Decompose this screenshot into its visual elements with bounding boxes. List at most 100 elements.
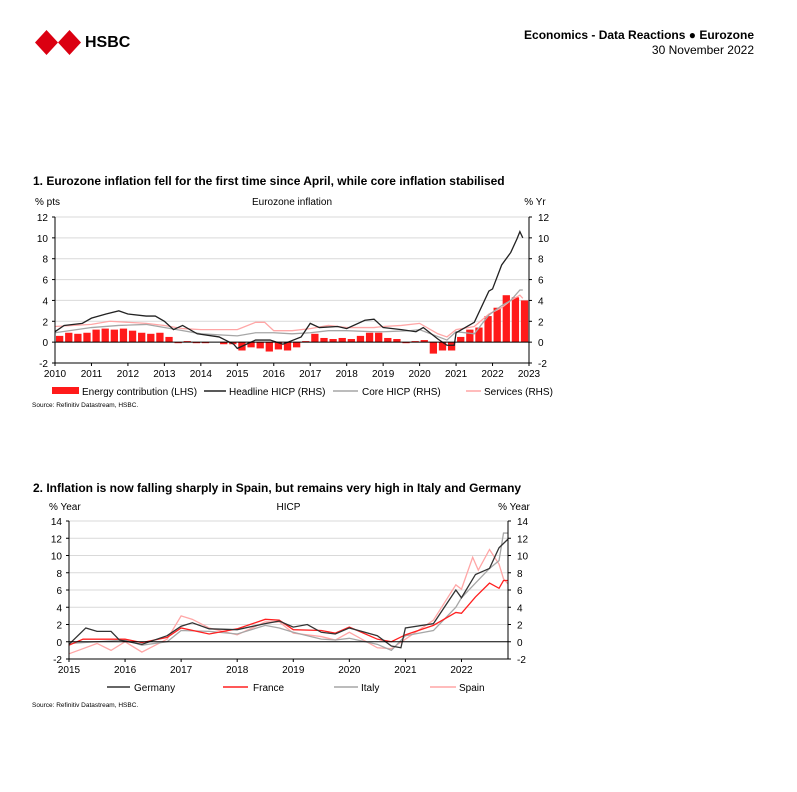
x-tick-label: 2020	[338, 665, 361, 676]
y-tick-label-right: 4	[517, 603, 523, 614]
energy-bar	[411, 341, 419, 343]
y-tick-label-right: 2	[517, 621, 523, 632]
y-tick-label-left: 8	[56, 569, 62, 580]
energy-bar	[265, 342, 273, 352]
energy-bar	[447, 342, 456, 351]
y-tick-label-left: 12	[51, 534, 63, 545]
y-tick-label-right: 4	[538, 296, 544, 307]
x-tick-label: 2016	[263, 369, 286, 380]
energy-bar	[375, 332, 383, 343]
x-tick-label: 2012	[117, 369, 140, 380]
energy-bar	[302, 341, 310, 343]
energy-bar	[393, 339, 401, 343]
series-line-headline-hicp-rhs-	[54, 229, 524, 350]
x-tick-label: 2013	[153, 369, 176, 380]
x-tick-label: 2015	[58, 665, 81, 676]
y-tick-label-right: 8	[538, 255, 544, 266]
chart1-source: Source: Refinitiv Datastream, HSBC.	[32, 402, 139, 409]
legend-italy-label: Italy	[361, 683, 379, 694]
energy-bar	[365, 332, 374, 343]
y-tick-label-left: 10	[37, 234, 49, 245]
energy-bar	[92, 329, 100, 343]
y-tick-label-left: 4	[56, 603, 62, 614]
hsbc-hexagon-icon	[35, 30, 81, 55]
energy-bar	[147, 333, 155, 343]
energy-bar	[165, 336, 173, 343]
y-tick-label-right: 6	[517, 586, 523, 597]
series-line-core-hicp-rhs-	[54, 289, 523, 341]
y-tick-label-left: 0	[42, 338, 48, 349]
energy-bar	[457, 336, 465, 343]
y-tick-label-left: -2	[39, 359, 48, 370]
energy-bar	[311, 333, 319, 343]
energy-bar	[293, 342, 301, 348]
x-tick-label: 2011	[81, 369, 103, 380]
legend-headline-hicp-rhs--label: Headline HICP (RHS)	[229, 387, 326, 398]
y-tick-label-right: 8	[517, 569, 523, 580]
legend-energy-contribution-lhs--swatch	[52, 387, 79, 394]
chart-subtitle: Eurozone inflation	[252, 197, 332, 208]
energy-bar	[110, 329, 118, 343]
energy-bar	[74, 333, 82, 343]
x-tick-label: 2017	[299, 369, 322, 380]
x-tick-label: 2023	[518, 369, 541, 380]
y-axis-label-left: % Year	[49, 502, 81, 513]
energy-bar	[356, 335, 365, 343]
energy-bar	[192, 342, 201, 344]
energy-bar	[274, 342, 283, 350]
y-tick-label-right: 10	[538, 234, 550, 245]
energy-bar	[247, 342, 255, 348]
energy-bar	[475, 327, 483, 343]
x-tick-label: 2017	[170, 665, 193, 676]
y-tick-label-left: 6	[56, 586, 62, 597]
y-tick-label-right: -2	[517, 655, 526, 666]
energy-bar	[502, 295, 510, 343]
hsbc-logo	[35, 30, 81, 60]
x-tick-label: 2016	[114, 665, 137, 676]
energy-bar	[384, 337, 392, 343]
x-tick-label: 2018	[336, 369, 359, 380]
x-tick-label: 2010	[44, 369, 67, 380]
y-tick-label-left: 10	[51, 552, 63, 563]
x-tick-label: 2019	[282, 665, 305, 676]
energy-bar	[466, 329, 474, 343]
legend-germany-label: Germany	[134, 683, 175, 694]
energy-bar	[138, 332, 146, 343]
x-tick-label: 2022	[450, 665, 473, 676]
legend-energy-contribution-lhs--label: Energy contribution (LHS)	[82, 387, 197, 398]
y-tick-label-right: -2	[538, 359, 547, 370]
x-tick-label: 2015	[226, 369, 249, 380]
y-tick-label-left: 0	[56, 638, 62, 649]
y-tick-label-right: 6	[538, 276, 544, 287]
chart2-title: 2. Inflation is now falling sharply in S…	[33, 481, 522, 495]
y-axis-label-right: % Year	[498, 502, 530, 513]
energy-bar	[256, 342, 264, 349]
y-tick-label-right: 12	[538, 213, 550, 224]
energy-bar	[128, 330, 137, 343]
energy-bar	[183, 341, 191, 343]
energy-bar	[201, 342, 210, 344]
brand-name: HSBC	[85, 34, 131, 51]
chart1-title: 1. Eurozone inflation fell for the first…	[33, 174, 505, 188]
y-tick-label-right: 0	[538, 338, 544, 349]
energy-bar	[329, 339, 337, 343]
y-tick-label-left: -2	[53, 655, 62, 666]
x-tick-label: 2022	[481, 369, 504, 380]
energy-bar	[511, 297, 520, 343]
energy-bar	[101, 328, 109, 343]
energy-bar	[420, 340, 428, 343]
energy-bar	[347, 339, 355, 343]
x-tick-label: 2019	[372, 369, 395, 380]
y-tick-label-right: 10	[517, 552, 529, 563]
energy-bar	[83, 332, 91, 343]
chart2-hicp-countries: -2 -2 0 0 2 2 4 4 6 6 8 8 10 10 12 12 14 14 2015 2016 2017 20…	[49, 502, 531, 694]
energy-bar	[520, 300, 529, 343]
chart2-source: Source: Refinitiv Datastream, HSBC.	[32, 702, 139, 709]
y-tick-label-right: 0	[517, 638, 523, 649]
series-line-france	[68, 579, 508, 646]
y-tick-label-left: 8	[42, 255, 48, 266]
x-tick-label: 2021	[445, 369, 468, 380]
y-tick-label-right: 14	[517, 517, 529, 528]
energy-bar	[320, 337, 328, 343]
